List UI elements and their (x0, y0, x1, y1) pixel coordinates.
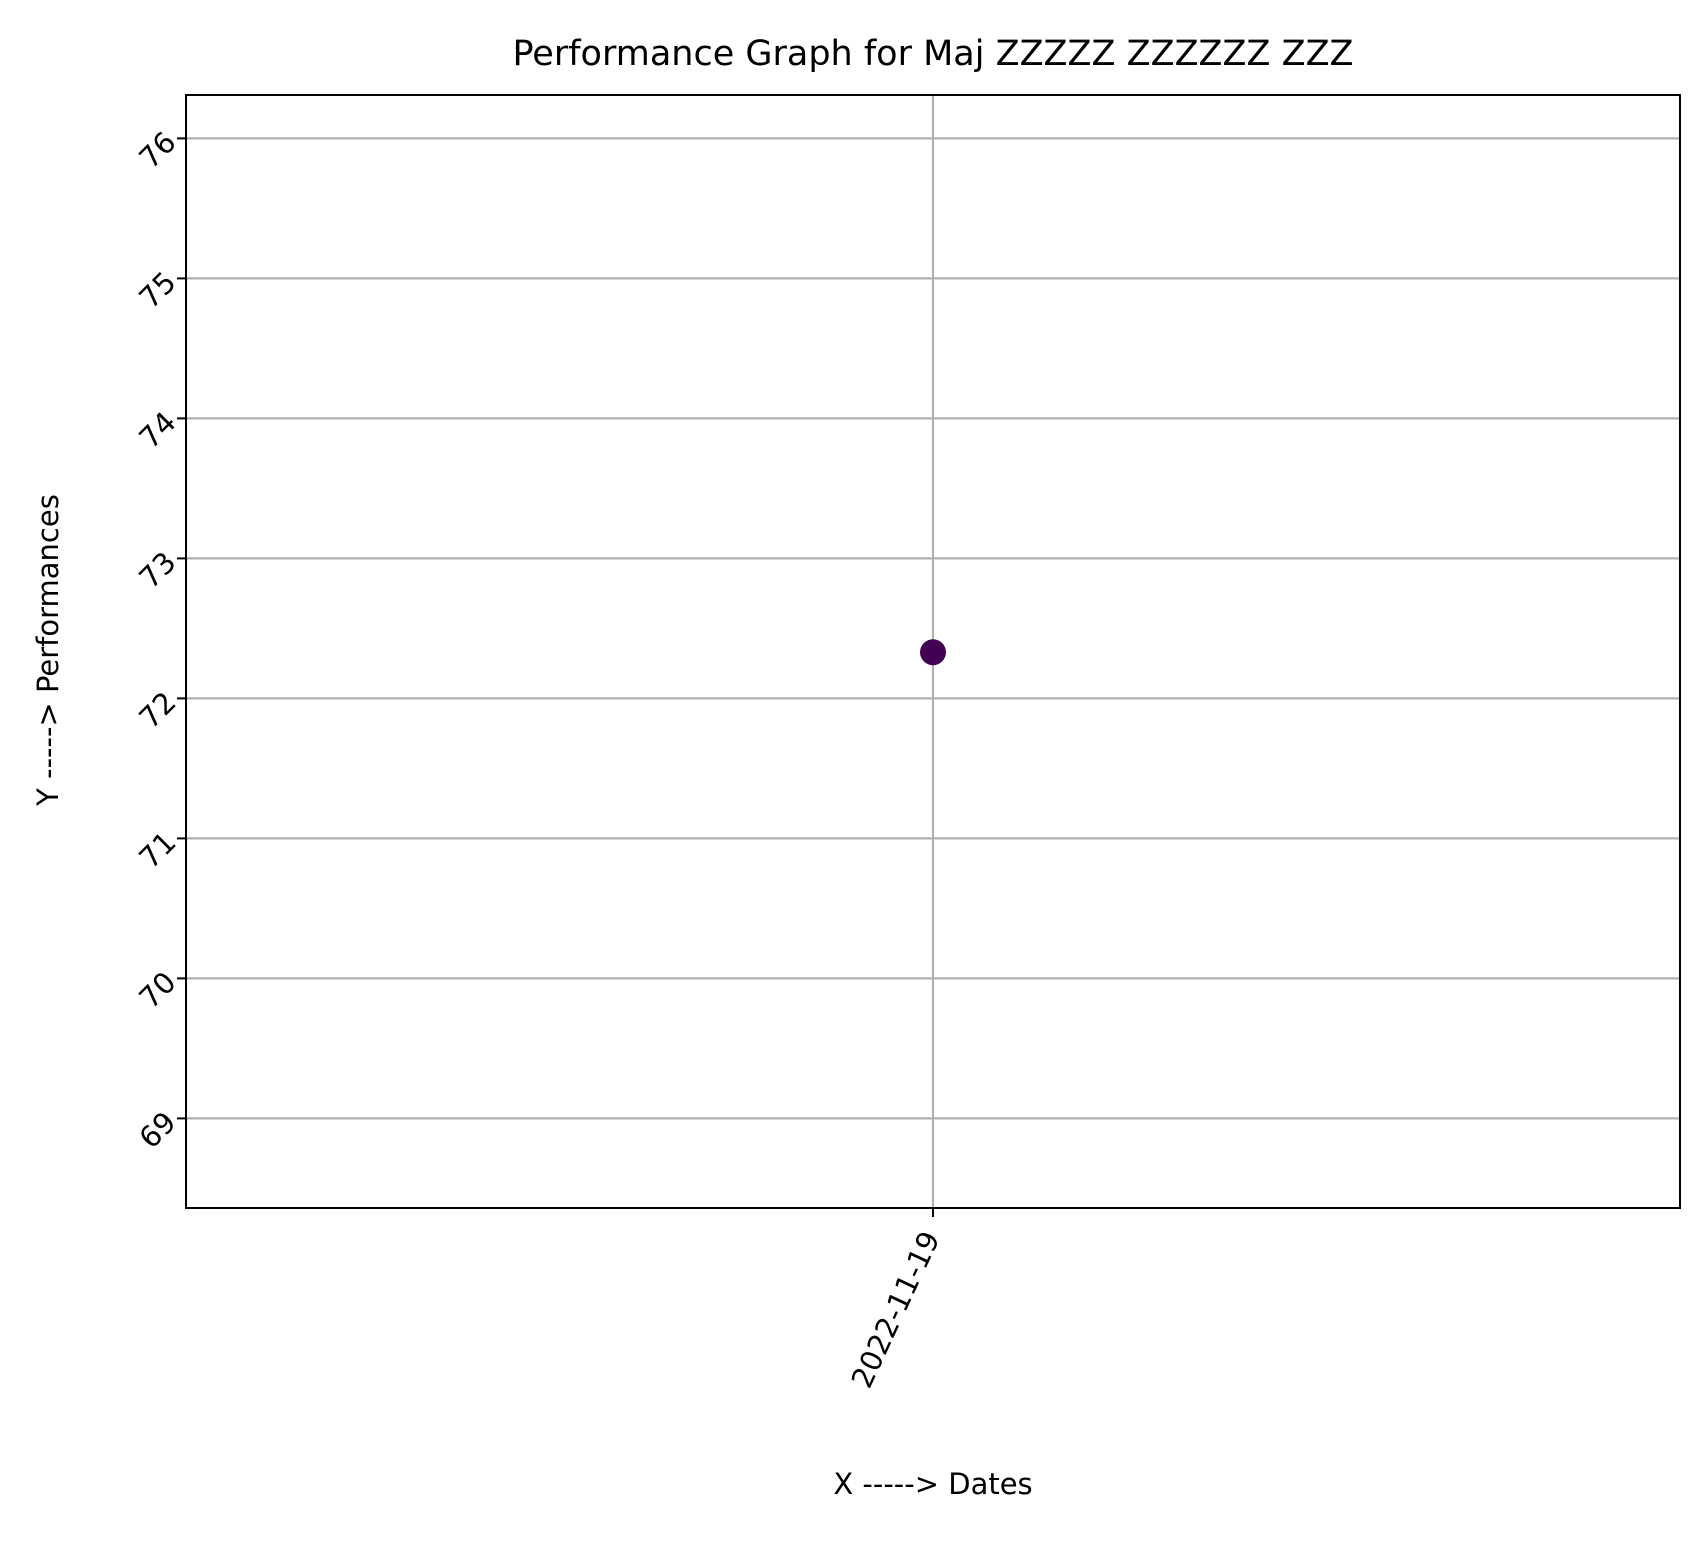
chart-title: Performance Graph for Maj ZZZZZ ZZZZZZ Z… (512, 34, 1353, 74)
y-axis-label: Y -----> Performances (31, 494, 65, 807)
x-axis-label: X -----> Dates (833, 1467, 1032, 1501)
data-points (920, 639, 946, 666)
data-point (920, 639, 946, 666)
